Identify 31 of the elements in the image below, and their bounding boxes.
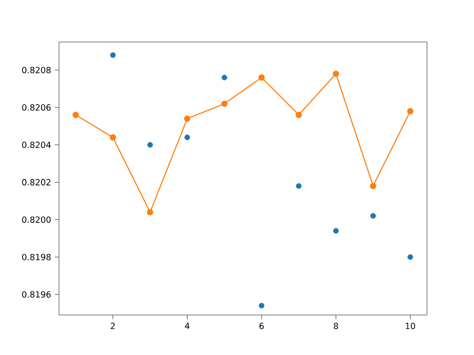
point <box>146 209 154 216</box>
point <box>370 213 376 219</box>
point <box>72 112 79 118</box>
point <box>222 74 228 80</box>
point <box>332 70 340 77</box>
y-tick-label: 0.8206 <box>22 104 51 111</box>
point <box>333 228 339 234</box>
point <box>110 134 116 141</box>
point <box>407 108 414 114</box>
point <box>258 74 265 81</box>
point <box>258 302 264 308</box>
point <box>110 52 116 58</box>
x-tick-label: 6 <box>259 322 264 330</box>
point <box>147 142 153 148</box>
y-tick-label: 0.8208 <box>22 66 51 74</box>
y-tick-label: 0.8204 <box>22 142 51 148</box>
point <box>296 183 302 189</box>
y-tick-label: 0.8202 <box>22 179 50 186</box>
point <box>184 116 190 122</box>
point <box>370 182 376 190</box>
x-tick-label: 4 <box>184 322 190 329</box>
x-tick-label: 8 <box>334 322 338 330</box>
y-tick-label: 0.8196 <box>22 291 51 298</box>
x-tick-label: 10 <box>406 322 416 330</box>
point <box>407 254 414 260</box>
y-tick-label: 0.8200 <box>22 216 51 223</box>
point <box>221 100 228 107</box>
y-tick-label: 0.8198 <box>22 254 51 260</box>
point <box>296 112 302 118</box>
x-tick-label: 2 <box>110 322 115 330</box>
point <box>184 134 190 140</box>
